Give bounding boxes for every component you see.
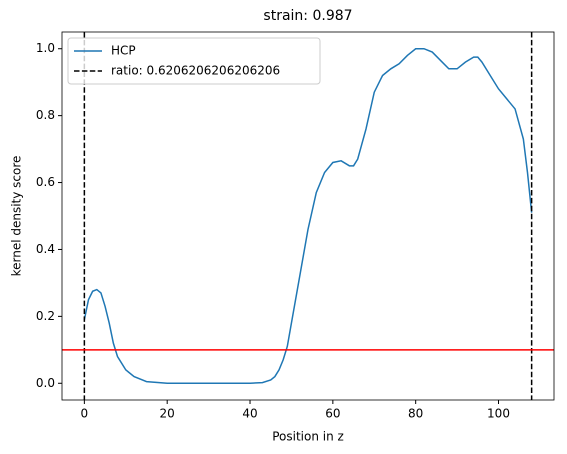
y-tick-label: 0.4 [36,242,55,256]
x-tick-label: 60 [325,407,340,421]
x-tick-label: 80 [408,407,423,421]
legend-label: HCP [111,44,136,58]
legend: HCP ratio: 0.6206206206206206 [67,37,321,85]
y-tick-label: 0.6 [36,175,55,189]
axes-frame [61,31,555,401]
y-tick-label: 1.0 [36,41,55,55]
data-line [83,47,533,385]
chart-title: strain: 0.987 [263,8,352,24]
y-axis-label: kernel density score [10,156,24,277]
x-tick-label: 40 [242,407,257,421]
legend-box [67,37,321,85]
x-tick-label: 0 [81,407,89,421]
y-tick-label: 0.8 [36,108,55,122]
legend-label: ratio: 0.6206206206206206 [111,64,280,78]
x-axis-label: Position in z [272,430,344,444]
y-tick-label: 0.2 [36,309,55,323]
y-tick-label: 0.0 [36,376,55,390]
x-tick-label: 20 [160,407,175,421]
x-tick-label: 100 [487,407,510,421]
